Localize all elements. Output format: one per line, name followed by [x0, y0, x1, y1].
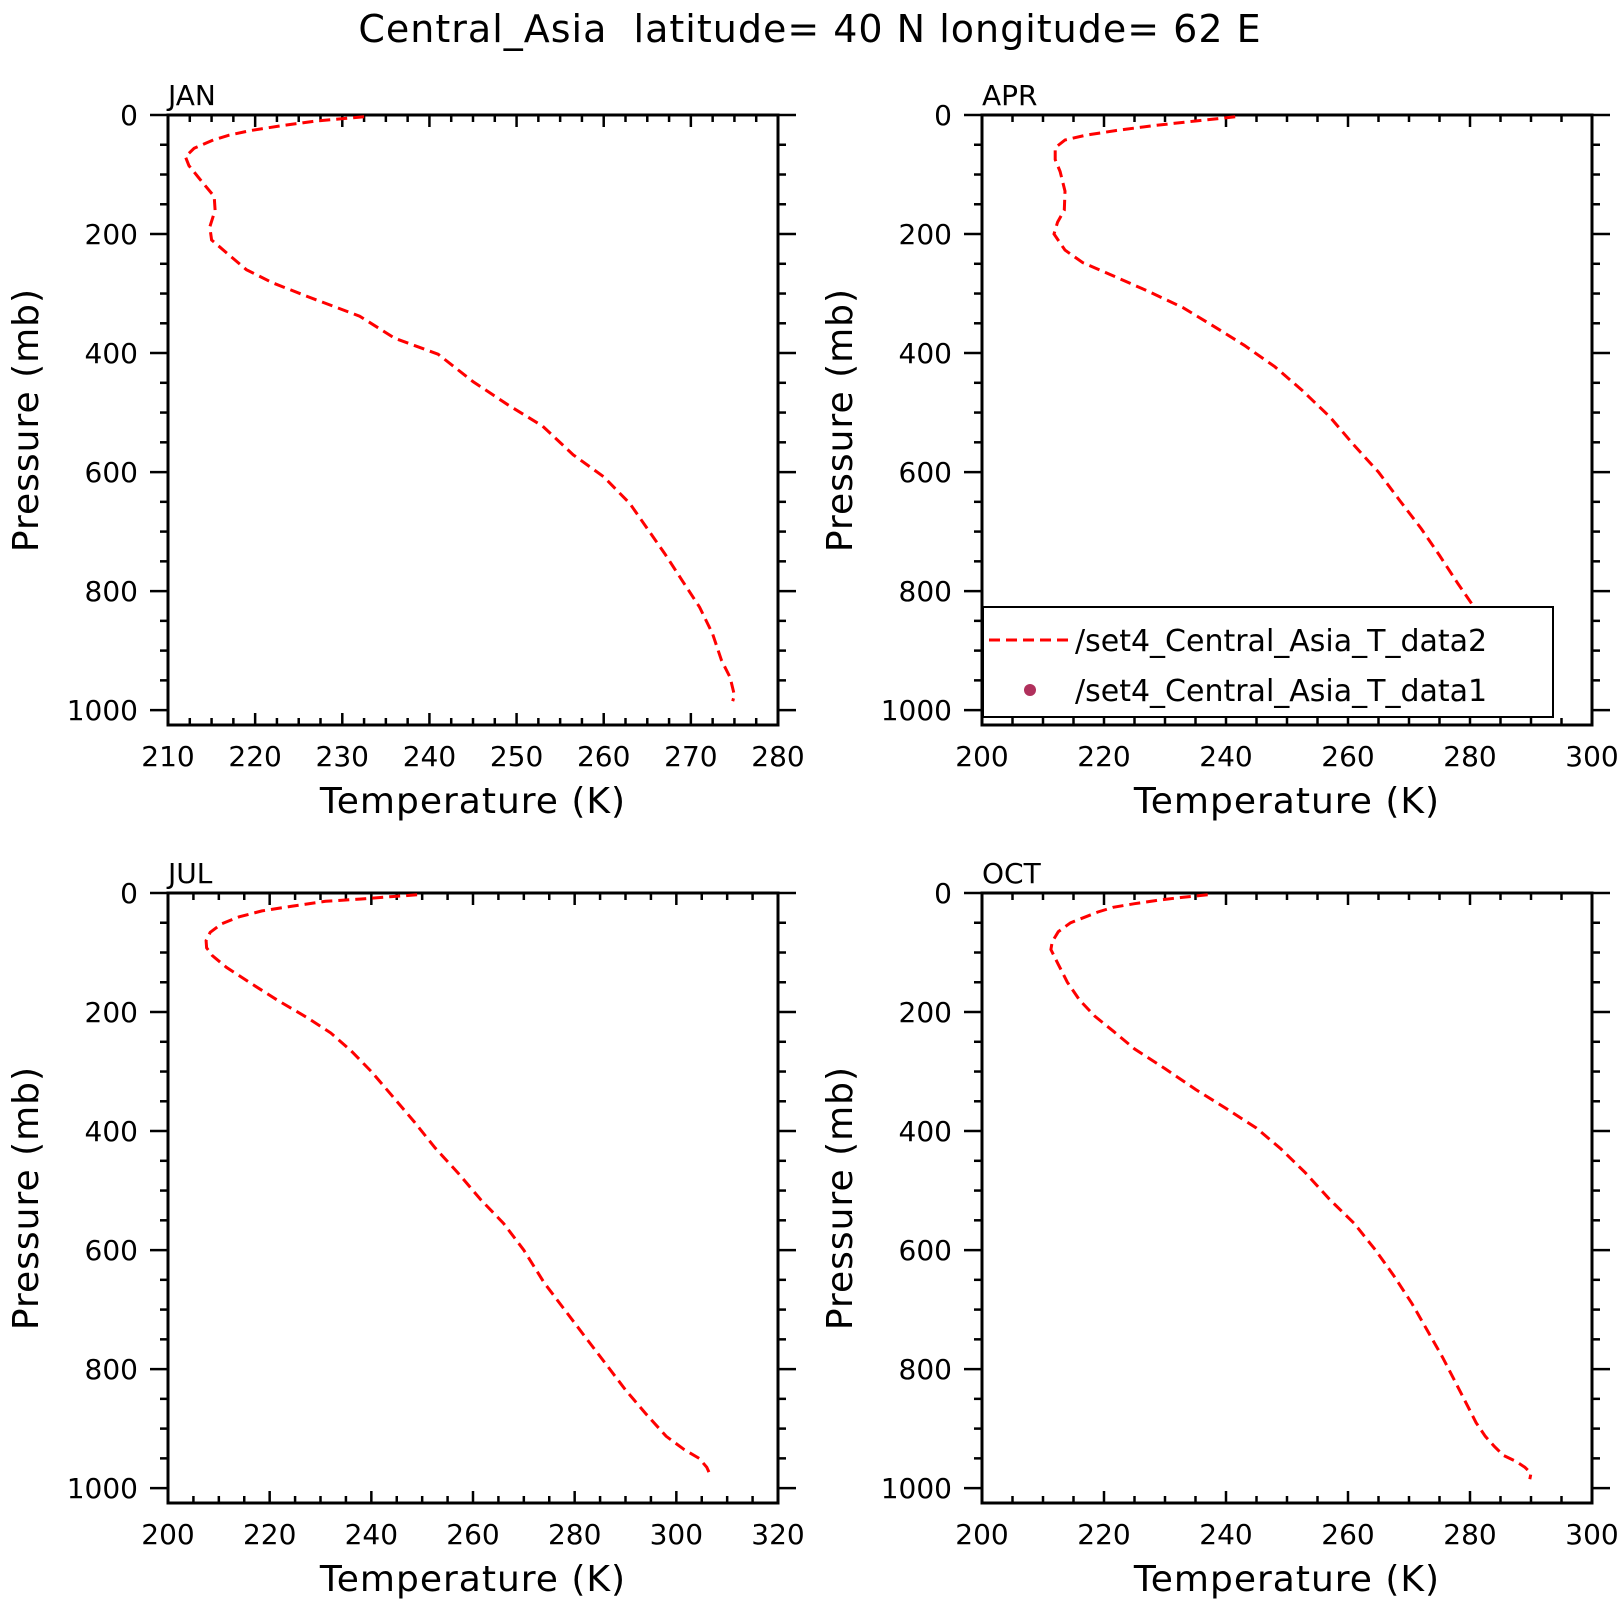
- panel-label: OCT: [982, 857, 1042, 890]
- x-tick-label: 300: [1565, 1518, 1618, 1551]
- y-tick-label: 1000: [881, 1472, 952, 1505]
- series-line-data2: [183, 115, 736, 702]
- x-tick-label: 240: [1199, 1518, 1252, 1551]
- y-tick-label: 0: [934, 877, 952, 910]
- y-axis-title: Pressure (mb): [6, 1066, 47, 1330]
- x-axis-title: Temperature (K): [319, 1559, 626, 1600]
- x-tick-label: 260: [1321, 1518, 1374, 1551]
- x-tick-label: 270: [664, 740, 717, 773]
- x-tick-label: 280: [1443, 1518, 1496, 1551]
- panel-apr: APR 200 220 240 260 280 300 0 200 400 600 800 1000 Te…: [820, 79, 1619, 822]
- y-tick-label: 600: [899, 1234, 952, 1267]
- x-tick-label: 200: [955, 1518, 1008, 1551]
- plot-frame: [166, 113, 780, 727]
- y-tick-label: 600: [85, 1234, 138, 1267]
- series-line-data2: [1049, 893, 1533, 1480]
- y-tick-label: 1000: [881, 694, 952, 727]
- y-tick-label: 200: [899, 996, 952, 1029]
- x-tick-label: 220: [228, 740, 281, 773]
- x-tick-label: 280: [548, 1518, 601, 1551]
- y-tick-label: 400: [899, 1115, 952, 1148]
- y-tick-label: 800: [85, 575, 138, 608]
- y-axis-title: Pressure (mb): [820, 1066, 861, 1330]
- y-axis-title: Pressure (mb): [6, 288, 47, 552]
- x-tick-label: 280: [751, 740, 804, 773]
- legend-label-data2: /set4_Central_Asia_T_data2: [1075, 624, 1487, 659]
- x-tick-label: 260: [1321, 740, 1374, 773]
- x-tick-label: 220: [1077, 740, 1130, 773]
- y-tick-label: 200: [899, 218, 952, 251]
- panel-label: JUL: [166, 857, 213, 890]
- y-tick-label: 200: [85, 996, 138, 1029]
- y-tick-label: 0: [120, 99, 138, 132]
- y-tick-label: 400: [899, 337, 952, 370]
- y-tick-label: 0: [934, 99, 952, 132]
- panel-oct: OCT 200 220 240 260 280 300 0 200 400 600 800 1000 Te…: [820, 857, 1619, 1600]
- panel-jan: JAN 210 220 230 240 250 260 270 280 0 200 400 600 800…: [6, 79, 805, 822]
- y-tick-label: 200: [85, 218, 138, 251]
- plot-frame: [166, 891, 780, 1505]
- x-tick-label: 210: [141, 740, 194, 773]
- x-tick-label: 220: [1077, 1518, 1130, 1551]
- panel-jul: JUL 200 220 240 260 280 300 320 0 200 400 600 800 100…: [6, 857, 805, 1600]
- series-line-data2: [1052, 115, 1542, 700]
- x-axis-title: Temperature (K): [1133, 1559, 1440, 1600]
- x-tick-label: 300: [650, 1518, 703, 1551]
- x-tick-label: 200: [955, 740, 1008, 773]
- x-tick-label: 200: [141, 1518, 194, 1551]
- y-tick-label: 1000: [67, 694, 138, 727]
- x-tick-label: 240: [1199, 740, 1252, 773]
- x-tick-label: 300: [1565, 740, 1618, 773]
- x-tick-label: 280: [1443, 740, 1496, 773]
- y-tick-label: 1000: [67, 1472, 138, 1505]
- x-tick-label: 250: [490, 740, 543, 773]
- x-axis-title: Temperature (K): [1133, 781, 1440, 822]
- panels: JAN 210 220 230 240 250 260 270 280 0 200 400 600 800…: [6, 79, 1619, 1600]
- x-tick-label: 230: [316, 740, 369, 773]
- plot-frame: [980, 891, 1594, 1505]
- y-tick-label: 800: [899, 1353, 952, 1386]
- legend: /set4_Central_Asia_T_data2/set4_Central_…: [982, 606, 1554, 718]
- y-tick-label: 400: [85, 1115, 138, 1148]
- x-tick-label: 240: [403, 740, 456, 773]
- y-tick-label: 600: [85, 456, 138, 489]
- x-axis-title: Temperature (K): [319, 781, 626, 822]
- y-tick-label: 0: [120, 877, 138, 910]
- x-tick-label: 260: [577, 740, 630, 773]
- y-tick-label: 600: [899, 456, 952, 489]
- x-tick-label: 260: [446, 1518, 499, 1551]
- y-tick-label: 400: [85, 337, 138, 370]
- panel-label: JAN: [166, 79, 216, 112]
- y-tick-label: 800: [85, 1353, 138, 1386]
- x-tick-label: 240: [345, 1518, 398, 1551]
- legend-label-data1: /set4_Central_Asia_T_data1: [1075, 674, 1487, 709]
- x-tick-label: 220: [243, 1518, 296, 1551]
- legend-box: [982, 606, 1554, 718]
- y-tick-label: 800: [899, 575, 952, 608]
- x-tick-label: 320: [751, 1518, 804, 1551]
- series-line-data2: [204, 893, 711, 1474]
- panel-label: APR: [982, 79, 1038, 112]
- legend-swatch-data1: [1024, 684, 1036, 696]
- y-axis-title: Pressure (mb): [820, 288, 861, 552]
- figure-title: Central_Asia latitude= 40 N longitude= 6…: [358, 7, 1261, 51]
